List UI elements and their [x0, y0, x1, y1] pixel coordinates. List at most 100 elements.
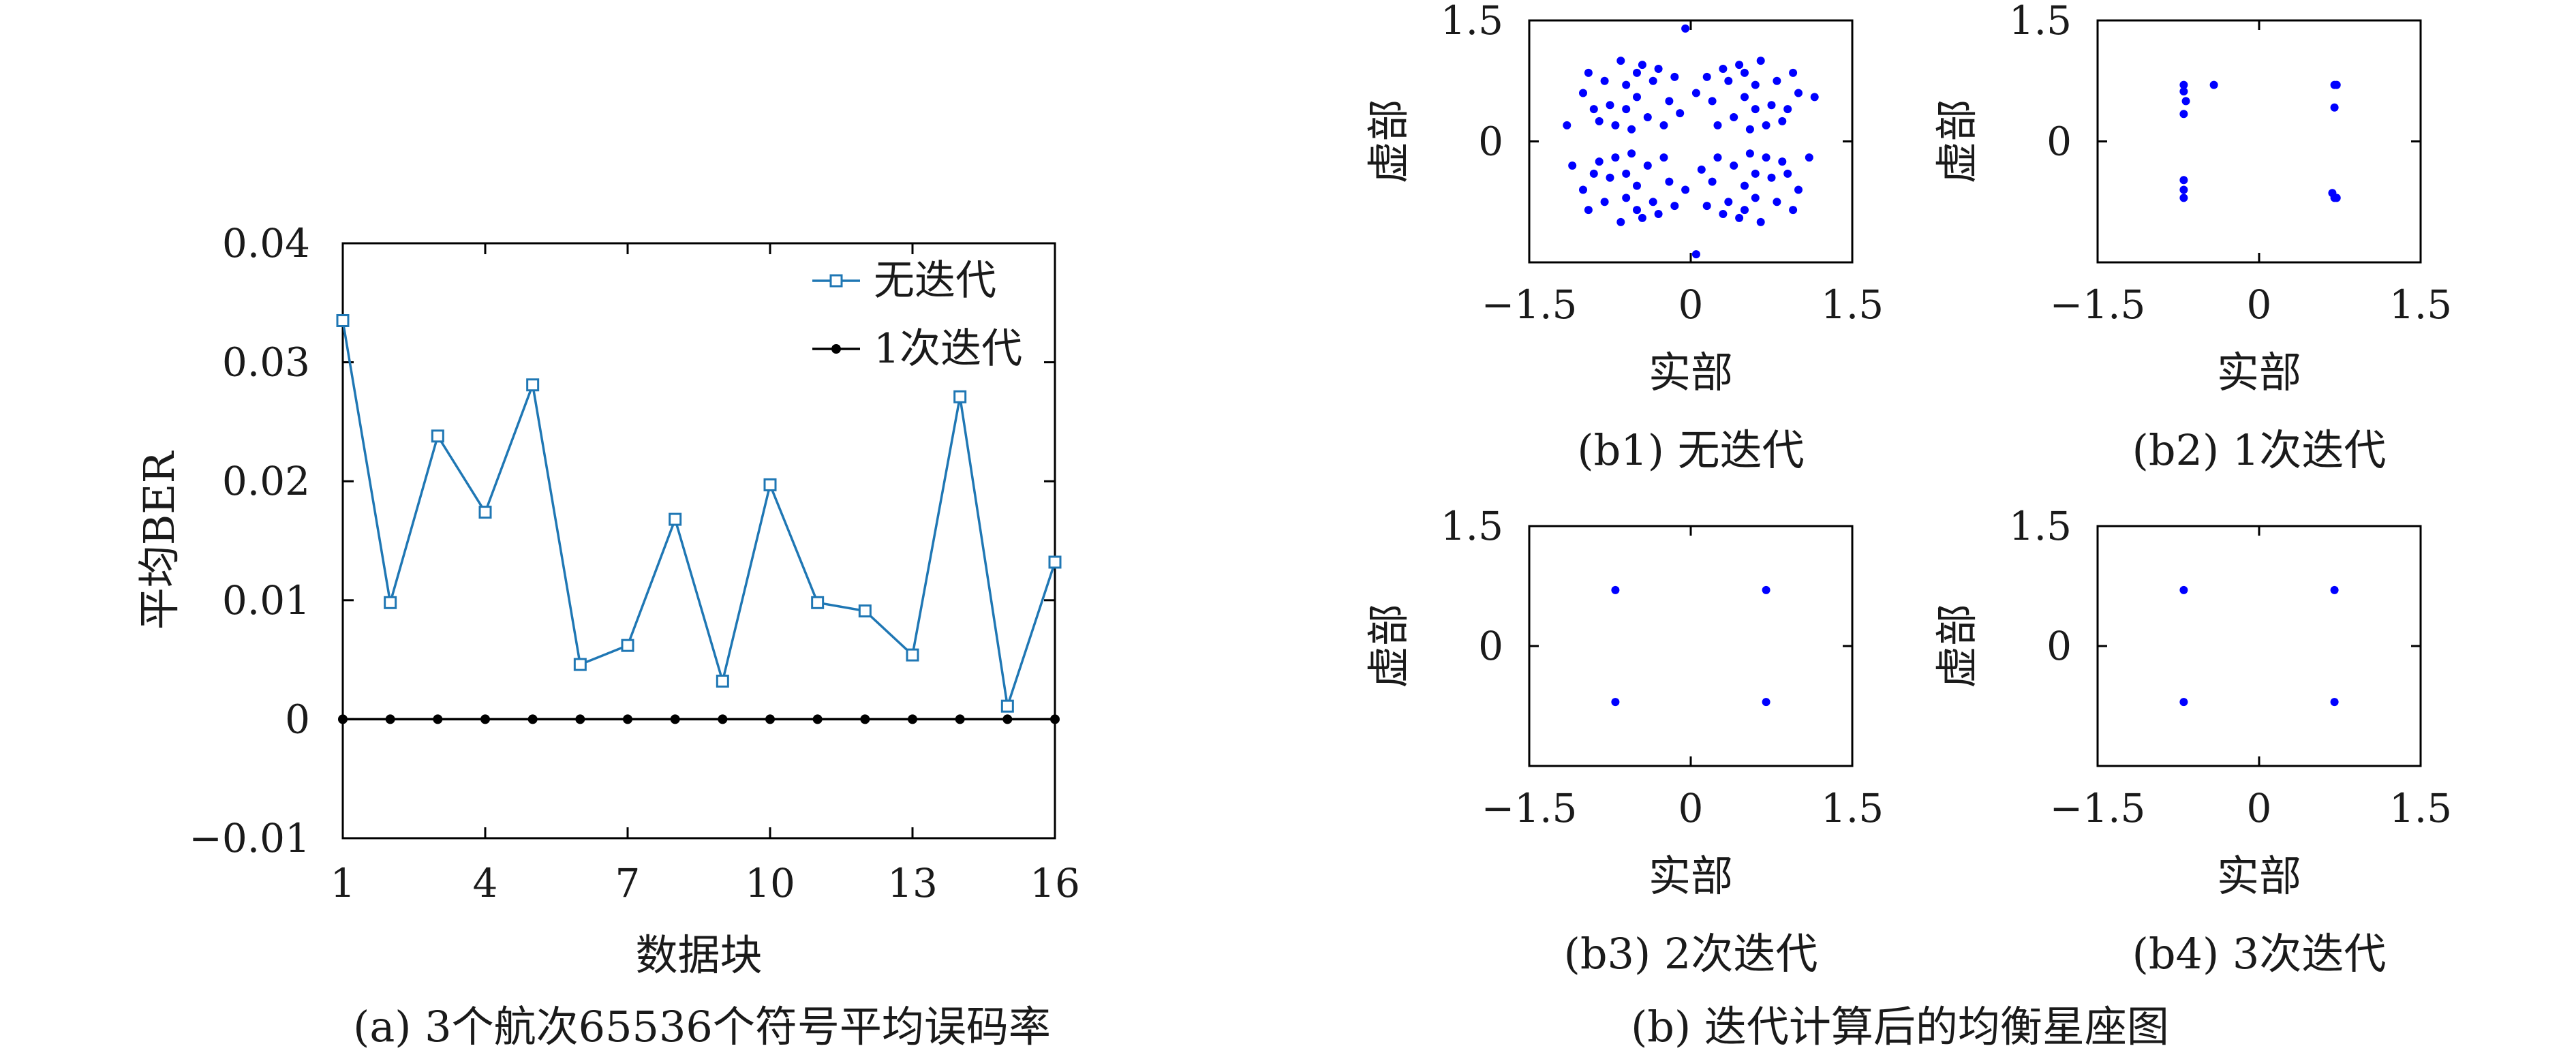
- x-axis-label: 实部: [1649, 851, 1733, 901]
- plot-frame: [2096, 525, 2422, 767]
- scatter-point: [2179, 176, 2188, 185]
- x-tick-label: −1.5: [1482, 785, 1578, 831]
- x-axis-label: 实部: [2217, 348, 2301, 397]
- scatter-point: [1611, 698, 1620, 707]
- scatter-point: [1643, 162, 1652, 170]
- chart-constellation-b4: −1.5 0 1.5 1.5 0 实部 虚部 (b4) 3次迭代: [1932, 503, 2452, 979]
- data-point: [908, 714, 917, 724]
- data-point: [338, 714, 348, 724]
- scatter-point: [1595, 117, 1604, 125]
- caption-a: (a) 3个航次65536个符号平均误码率: [353, 1002, 1051, 1052]
- legend-label: 无迭代: [874, 257, 996, 305]
- scatter-point: [1589, 169, 1598, 178]
- x-tick-label: −1.5: [2050, 785, 2146, 831]
- legend-swatch-marker: [831, 344, 841, 354]
- scatter-point: [1708, 177, 1717, 186]
- x-tick-label: 16: [1030, 860, 1080, 906]
- scatter-point: [1697, 165, 1706, 174]
- scatter-point: [2330, 585, 2339, 594]
- scatter-point: [1579, 89, 1587, 97]
- scatter-point: [1794, 185, 1803, 194]
- y-tick-label: 1.5: [1441, 503, 1503, 549]
- scatter-point: [1724, 76, 1733, 85]
- scatter-point: [1730, 162, 1738, 170]
- data-point: [1000, 699, 1014, 713]
- scatter-point: [1622, 80, 1631, 89]
- panel-caption: (b4) 3次迭代: [2132, 929, 2387, 979]
- data-point: [716, 675, 729, 688]
- scatter-point: [2330, 103, 2339, 112]
- y-tick-label: 0.04: [222, 220, 310, 266]
- scatter-point: [1665, 177, 1674, 186]
- data-point: [953, 390, 967, 403]
- legend-label: 1次迭代: [874, 325, 1022, 373]
- scatter-point: [1751, 105, 1760, 114]
- scatter-point: [1611, 153, 1620, 162]
- scatter-point: [1616, 57, 1625, 65]
- scatter-point: [1665, 97, 1674, 106]
- x-tick-label: 0: [1678, 281, 1704, 328]
- scatter-point: [1633, 181, 1641, 190]
- scatter-point: [1756, 217, 1765, 226]
- scatter-point: [1622, 194, 1631, 202]
- data-point: [478, 506, 492, 519]
- scatter-point: [2179, 87, 2188, 96]
- data-point: [431, 429, 444, 443]
- scatter-point: [1568, 162, 1577, 170]
- scatter-point: [1670, 72, 1679, 81]
- y-axis-label: 虚部: [1364, 99, 1413, 183]
- scatter-point: [1584, 68, 1593, 77]
- scatter-point: [1611, 121, 1620, 129]
- data-point: [433, 714, 443, 724]
- x-tick-label: 10: [745, 860, 795, 906]
- data-point: [718, 714, 728, 724]
- scatter-point: [2179, 80, 2188, 89]
- data-point: [526, 378, 540, 392]
- scatter-point: [2332, 80, 2341, 89]
- plot-frame: [1528, 19, 1854, 264]
- scatter-point: [1622, 105, 1631, 114]
- scatter-point: [1730, 113, 1738, 121]
- x-tick-label: 13: [887, 860, 938, 906]
- scatter-point: [1762, 585, 1770, 594]
- data-point: [573, 658, 587, 671]
- scatter-point: [1805, 153, 1813, 162]
- scatter-point: [1589, 105, 1598, 114]
- scatter-point: [1810, 93, 1819, 102]
- x-tick-label: −1.5: [2050, 281, 2146, 328]
- scatter-point: [1638, 213, 1646, 222]
- scatter-point: [1751, 194, 1760, 202]
- scatter-point: [1724, 198, 1733, 206]
- scatter-point: [1741, 181, 1749, 190]
- scatter-point: [1741, 68, 1749, 77]
- data-point: [670, 714, 680, 724]
- x-axis-label: 实部: [2217, 851, 2301, 901]
- data-point: [763, 478, 777, 491]
- scatter-point: [1606, 101, 1614, 110]
- y-axis-label: 虚部: [1932, 99, 1982, 183]
- panel-caption: (b3) 2次迭代: [1564, 929, 1818, 979]
- plot-frame: [2096, 19, 2422, 264]
- scatter-point: [1751, 80, 1760, 89]
- data-point: [527, 714, 538, 724]
- y-tick-label: 0.03: [222, 339, 310, 386]
- y-axis-label: 虚部: [1364, 604, 1413, 688]
- chart-constellation-b2: −1.5 0 1.5 1.5 0 实部 虚部 (b2) 1次迭代: [1932, 0, 2452, 475]
- scatter-point: [1762, 153, 1770, 162]
- plot-frame: [341, 242, 1056, 840]
- data-point: [1050, 714, 1060, 724]
- y-axis-label: 平均BER: [134, 450, 184, 630]
- scatter-point: [1789, 68, 1798, 77]
- scatter-point: [1735, 61, 1744, 70]
- scatter-point: [1654, 65, 1663, 73]
- scatter-point: [2181, 97, 2190, 106]
- y-tick-label: 0: [1478, 623, 1503, 669]
- scatter-point: [1616, 217, 1625, 226]
- scatter-point: [1713, 153, 1722, 162]
- scatter-point: [1649, 198, 1657, 206]
- scatter-point: [1773, 198, 1781, 206]
- panel-caption: (b1) 无迭代: [1577, 425, 1804, 475]
- scatter-point: [1762, 698, 1770, 707]
- x-axis-label: 实部: [1649, 348, 1733, 397]
- scatter-point: [1595, 157, 1604, 166]
